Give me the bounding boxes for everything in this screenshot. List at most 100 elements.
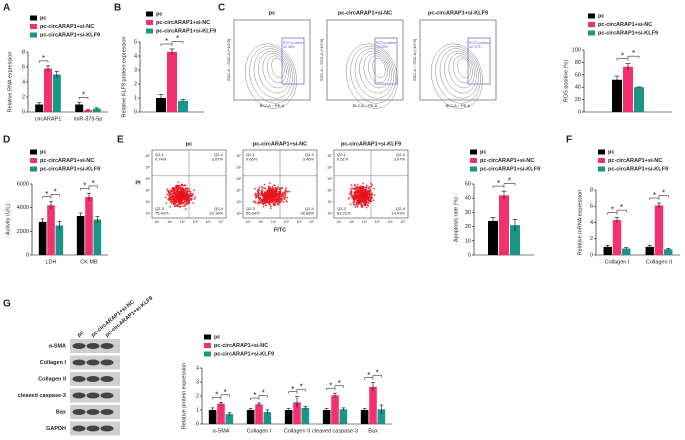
significance-label: * [508,177,511,186]
x-tick-label: cleaved caspase-3 [312,428,358,434]
event [282,192,284,195]
event [271,187,274,190]
legend-swatch [470,166,477,172]
bar [634,87,644,112]
event [285,190,288,192]
quadrant-name: Q2-3 [337,206,347,211]
x-tick-label: 10⁵ [375,220,381,224]
error-bar [379,404,384,414]
bar [623,66,633,112]
error-bar [40,218,45,225]
y-tick-label: 3 [196,379,199,385]
x-tick-label: 10⁷ [309,220,315,224]
event [364,186,367,189]
blot-band [100,409,114,415]
y-tick-label: 30 [465,210,471,216]
y-tick-label: 2 [590,236,593,242]
event [358,200,360,202]
event [288,190,291,193]
event [171,200,174,203]
event [360,199,363,202]
bar [208,410,217,424]
event [187,200,190,203]
legend-label: pc-circARAP1+si-KLF9 [214,351,274,357]
bar [75,104,84,112]
bar [35,104,44,112]
event [191,192,193,195]
event [355,199,358,202]
event [362,193,364,196]
blot-band [72,343,86,349]
event [285,187,287,190]
quadrant-name: Q2-1 [246,152,256,157]
event [276,190,279,193]
event [186,195,189,198]
event [262,194,264,197]
y-tick-label: 3 [134,67,137,73]
event [283,197,285,200]
y-tick-label: 10² [145,211,151,215]
error-bar [647,244,652,249]
event [365,191,368,194]
contour [350,45,396,104]
quadrant-name: Q2-4 [214,206,224,211]
event [354,197,356,200]
legend-swatch [588,30,595,36]
y-tick-label: 6 [590,204,593,210]
significance-label: * [42,54,45,63]
bar [255,404,263,424]
event [184,208,187,211]
contour [267,55,287,84]
x-tick-label: 10² [245,220,251,224]
event [286,190,289,193]
legend-swatch [146,20,153,25]
event [356,197,359,200]
x-tick-label: Collagen I [247,428,272,434]
x-tick-label: 10³ [258,220,264,224]
event [268,182,271,185]
event [355,188,358,191]
significance-label: * [82,90,85,99]
error-bar [625,63,631,70]
event [263,196,266,199]
error-bar [78,212,83,219]
quadrant-name: Q2-4 [305,206,315,211]
y-tick-label: 1 [134,95,137,101]
event [186,192,189,195]
event [167,198,170,201]
blot-band [86,343,100,349]
event [367,195,370,197]
event [178,201,181,204]
legend-label: pc-circARAP1+si-KLF9 [608,166,668,172]
event [357,183,359,186]
event [373,194,376,196]
error-bar [501,190,507,200]
legend-label: pc-circARAP1+si-NC [40,158,94,164]
x-tick-label: miR-379-5p [74,116,103,122]
contour [453,55,473,84]
legend-label: pc-circARAP1+si-NC [40,24,94,30]
error-bar [219,401,223,406]
error-bar [605,244,610,249]
event [258,186,261,189]
significance-label: * [329,381,332,390]
event [354,206,357,208]
event [356,193,359,196]
bar [85,197,93,255]
x-tick-label: LDH [45,259,56,265]
blot-band [100,392,114,399]
event [263,199,266,201]
event [164,196,167,199]
error-bar [257,402,261,406]
error-bar [371,382,375,392]
event [274,189,277,192]
x-tick-label: 10⁵ [284,220,290,224]
event [189,191,192,193]
event [274,195,277,198]
event [177,185,179,188]
event [173,205,176,208]
significance-bracket [372,374,382,378]
error-bar [46,65,50,72]
error-bar [95,216,100,223]
y-tick-label: 0 [196,421,199,427]
